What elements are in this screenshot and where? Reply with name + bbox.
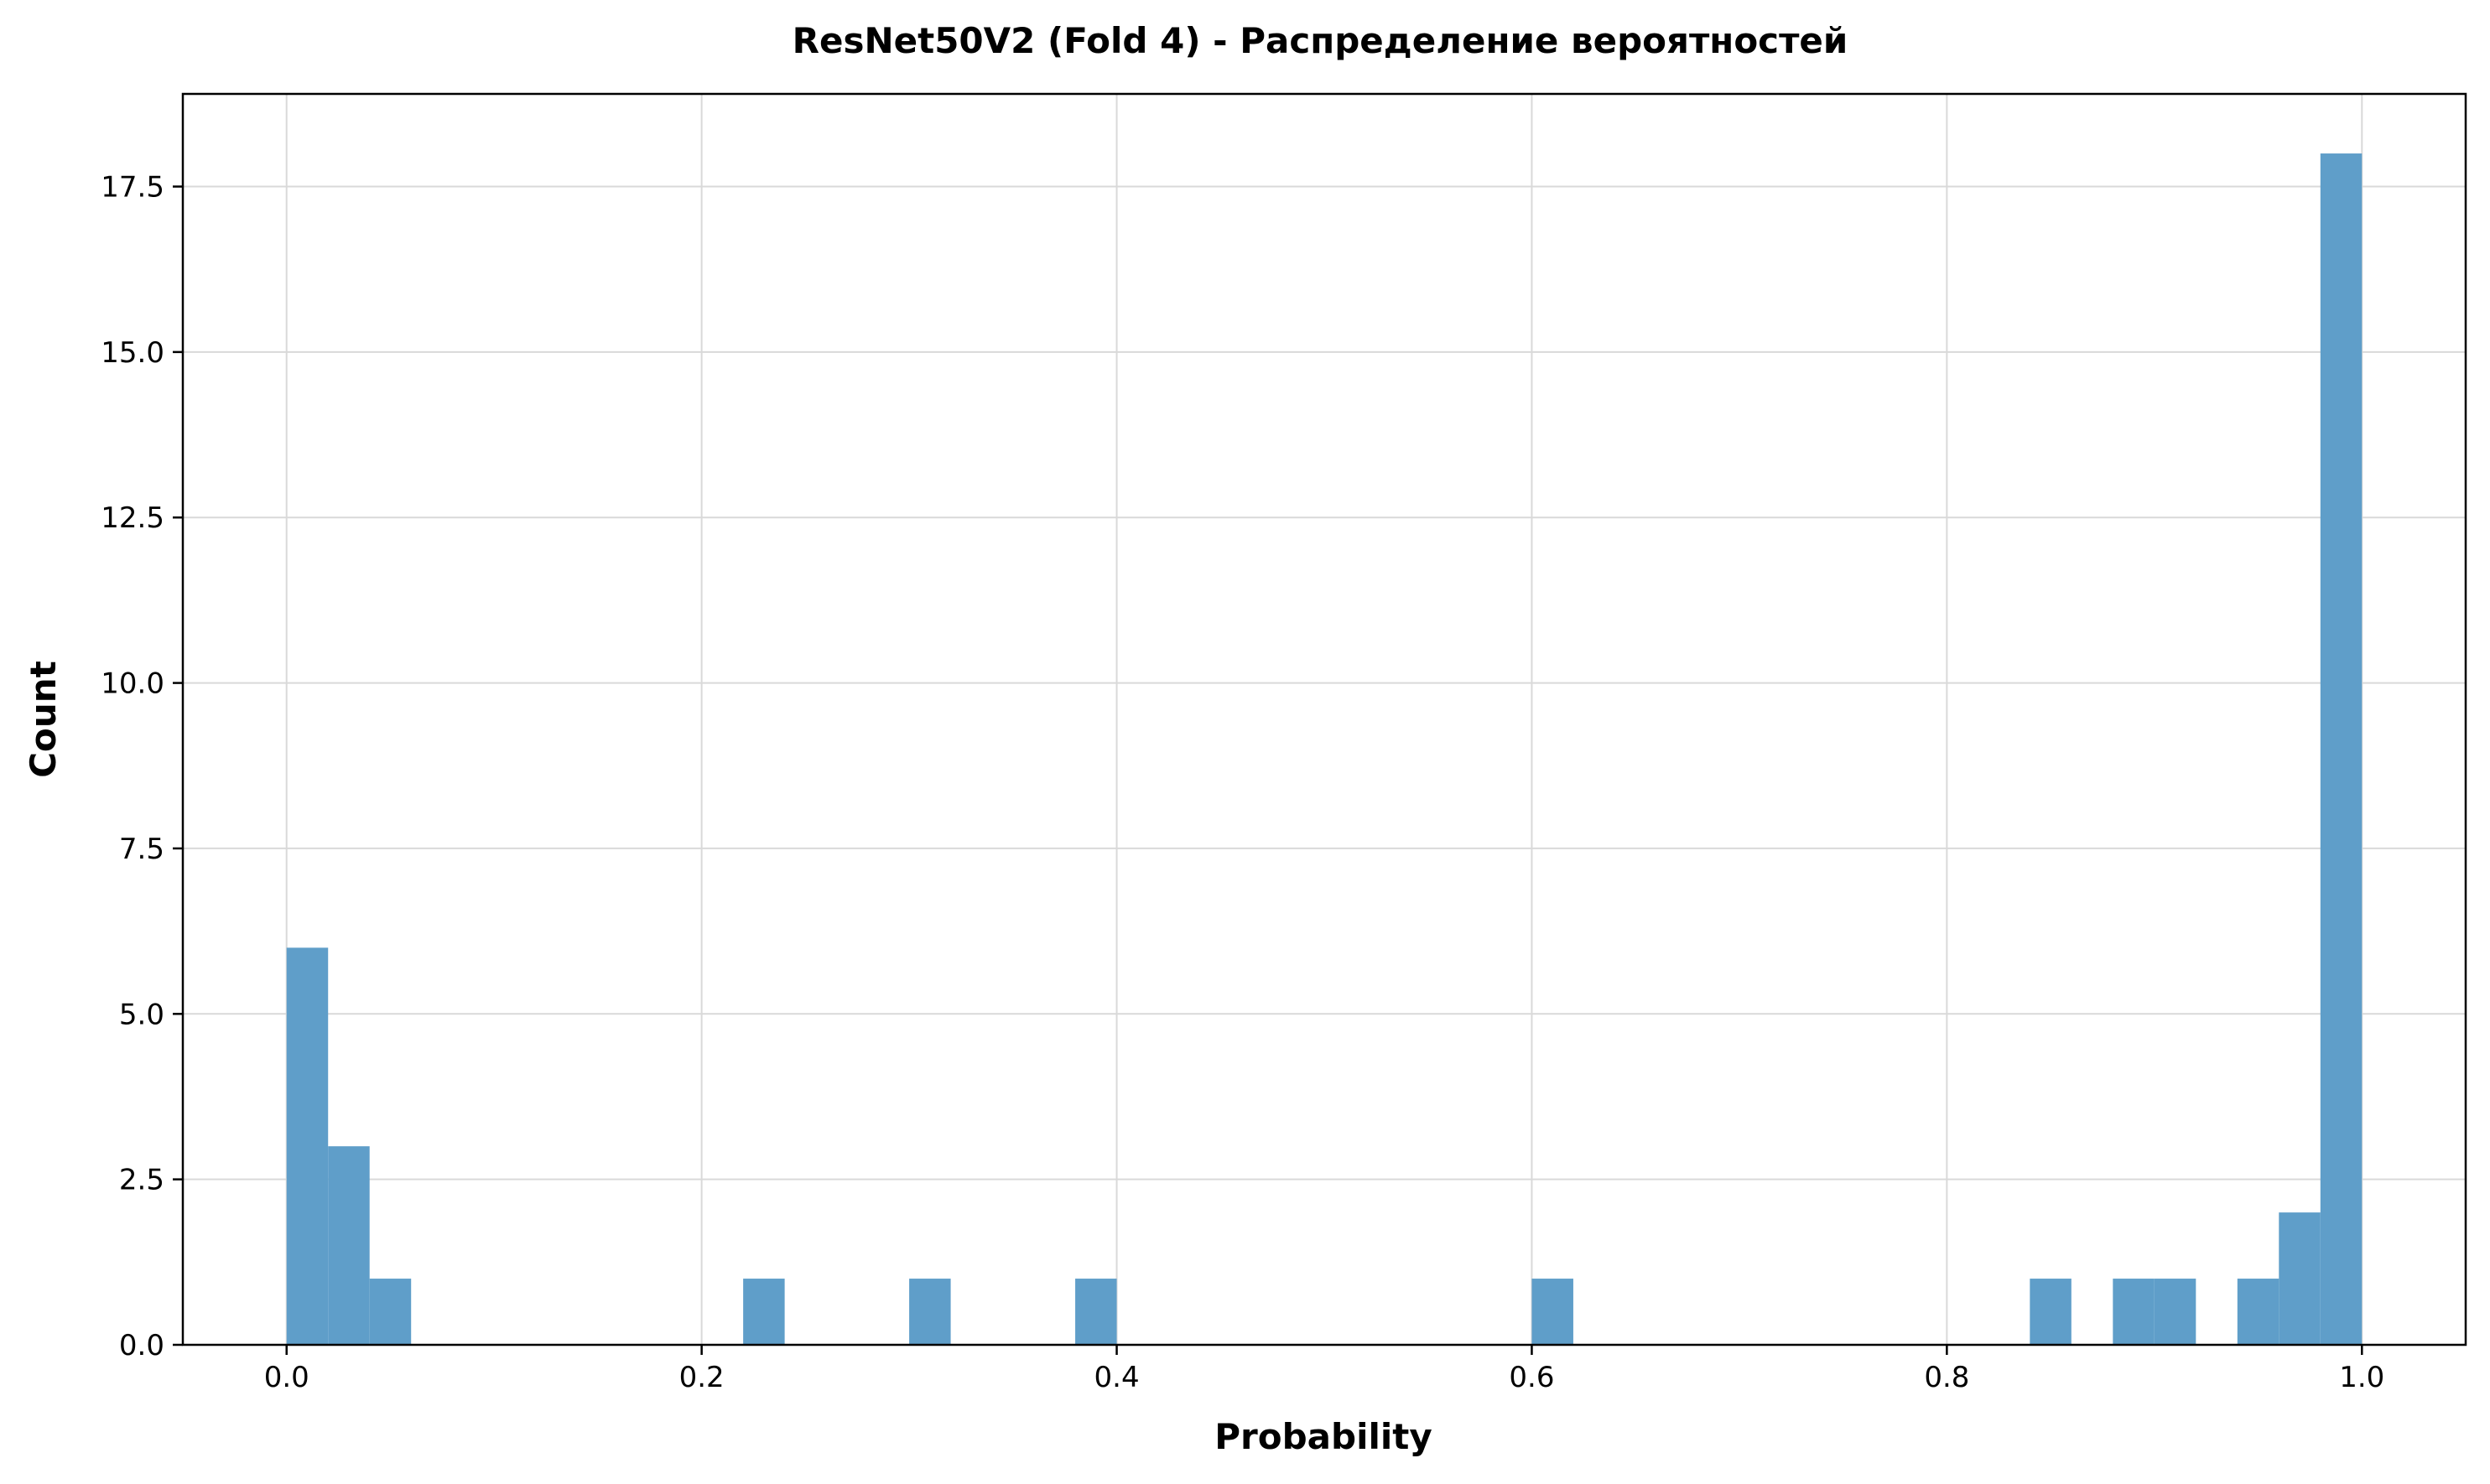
histogram-bar [2154,1279,2196,1345]
histogram-bar [2320,153,2363,1346]
histogram-bar [909,1279,951,1345]
x-tick-label: 0.2 [679,1361,725,1394]
y-tick-label: 10.0 [101,667,164,701]
histogram-bar [2030,1279,2072,1345]
histogram-bar [2113,1279,2155,1345]
y-axis-ticks: 0.0 2.5 5.0 7.5 10.0 12.5 15.0 17.5 [101,171,183,1362]
histogram-bar [369,1279,412,1345]
histogram-bar [328,1146,370,1345]
x-tick-label: 0.6 [1509,1361,1554,1394]
histogram-bar [2237,1279,2279,1345]
x-tick-label: 1.0 [2339,1361,2384,1394]
x-tick-label: 0.0 [264,1361,309,1394]
bars-group [286,153,2363,1346]
x-tick-label: 0.4 [1094,1361,1140,1394]
y-axis-label: Count [23,661,64,778]
histogram-bar [1531,1279,1573,1345]
y-tick-label: 0.0 [119,1329,164,1362]
x-tick-label: 0.8 [1924,1361,1969,1394]
grid-lines [183,94,2466,1346]
histogram-bar [2279,1212,2321,1345]
y-tick-label: 5.0 [119,998,164,1031]
x-axis-label: Probability [1214,1416,1432,1457]
chart-title: ResNet50V2 (Fold 4) - Распределение веро… [793,20,1848,61]
histogram-bar [1075,1279,1117,1345]
y-tick-label: 15.0 [101,336,164,370]
x-axis-ticks: 0.0 0.2 0.4 0.6 0.8 1.0 [264,1345,2384,1394]
y-tick-label: 2.5 [119,1164,164,1197]
y-tick-label: 7.5 [119,833,164,866]
histogram-bar [743,1279,785,1345]
y-tick-label: 12.5 [101,501,164,535]
histogram-bar [286,947,329,1345]
plot-frame [181,92,2467,1346]
y-tick-label: 17.5 [101,171,164,205]
